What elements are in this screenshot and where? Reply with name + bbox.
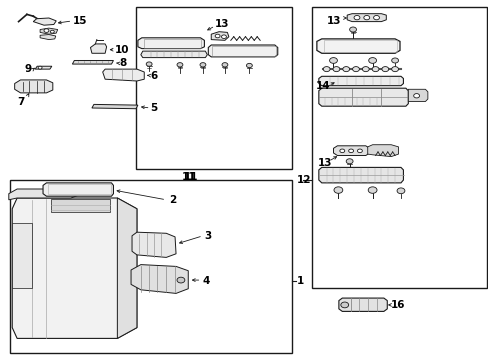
Polygon shape [15,80,53,93]
Polygon shape [138,38,204,49]
Polygon shape [35,66,52,69]
Circle shape [342,67,349,72]
Polygon shape [9,184,90,200]
Text: 14: 14 [315,81,329,91]
Polygon shape [117,198,137,338]
Bar [48,184,110,194]
Bar [10,180,292,353]
Polygon shape [40,35,56,40]
Text: 11: 11 [183,172,198,182]
Text: 9: 9 [24,64,32,74]
Circle shape [44,29,49,32]
Polygon shape [12,223,32,288]
Circle shape [367,187,376,193]
Text: 5: 5 [150,103,158,113]
Circle shape [323,67,329,72]
Polygon shape [407,89,427,102]
Circle shape [371,67,378,72]
Polygon shape [211,32,228,40]
Text: 11: 11 [181,172,196,182]
Circle shape [363,15,369,20]
Circle shape [332,67,339,72]
Text: 10: 10 [115,45,129,55]
Circle shape [362,67,368,72]
Text: 13: 13 [215,19,229,30]
Text: 15: 15 [72,16,87,26]
Polygon shape [318,167,403,183]
Bar [323,40,396,52]
Text: 1: 1 [297,276,304,286]
Text: 13: 13 [317,158,332,168]
Polygon shape [338,298,386,311]
Polygon shape [102,69,144,81]
Bar [136,7,292,169]
Polygon shape [92,104,138,109]
Circle shape [246,63,252,68]
Polygon shape [316,39,399,53]
Polygon shape [90,44,106,53]
Circle shape [396,188,404,194]
Circle shape [333,187,342,193]
Polygon shape [131,265,188,293]
Circle shape [413,94,419,98]
Circle shape [146,62,152,66]
Polygon shape [72,60,113,64]
Circle shape [381,67,388,72]
Circle shape [340,302,348,308]
Bar [212,46,275,56]
Circle shape [348,149,353,153]
Text: 8: 8 [120,58,127,68]
Polygon shape [33,18,56,25]
Polygon shape [346,14,386,22]
Polygon shape [367,145,398,157]
Circle shape [368,58,376,63]
Text: 3: 3 [204,231,211,241]
Circle shape [38,66,42,69]
Polygon shape [141,51,207,58]
Bar [143,39,201,48]
Polygon shape [40,28,58,34]
Circle shape [221,35,226,39]
Circle shape [349,27,356,32]
Circle shape [215,34,220,38]
Circle shape [357,149,362,153]
Polygon shape [12,198,137,338]
Circle shape [339,149,344,153]
Polygon shape [333,146,369,156]
Polygon shape [318,88,407,106]
Circle shape [353,15,359,20]
Circle shape [200,63,205,67]
Polygon shape [318,76,403,86]
Text: 13: 13 [326,16,341,26]
Circle shape [391,67,398,72]
Polygon shape [132,232,176,257]
Bar [311,7,486,288]
Text: 6: 6 [150,71,158,81]
Text: 7: 7 [17,96,24,107]
Circle shape [329,58,337,63]
Polygon shape [51,199,110,212]
Text: 2: 2 [168,195,176,205]
Circle shape [346,159,352,164]
Text: 4: 4 [203,276,210,286]
Circle shape [222,63,227,67]
Text: 16: 16 [390,300,405,310]
Circle shape [391,58,398,63]
Text: 12: 12 [296,175,310,185]
Polygon shape [43,183,113,196]
Circle shape [177,277,184,283]
Circle shape [373,15,379,20]
Polygon shape [208,45,277,57]
Circle shape [352,67,359,72]
Circle shape [50,30,54,33]
Circle shape [177,63,183,67]
